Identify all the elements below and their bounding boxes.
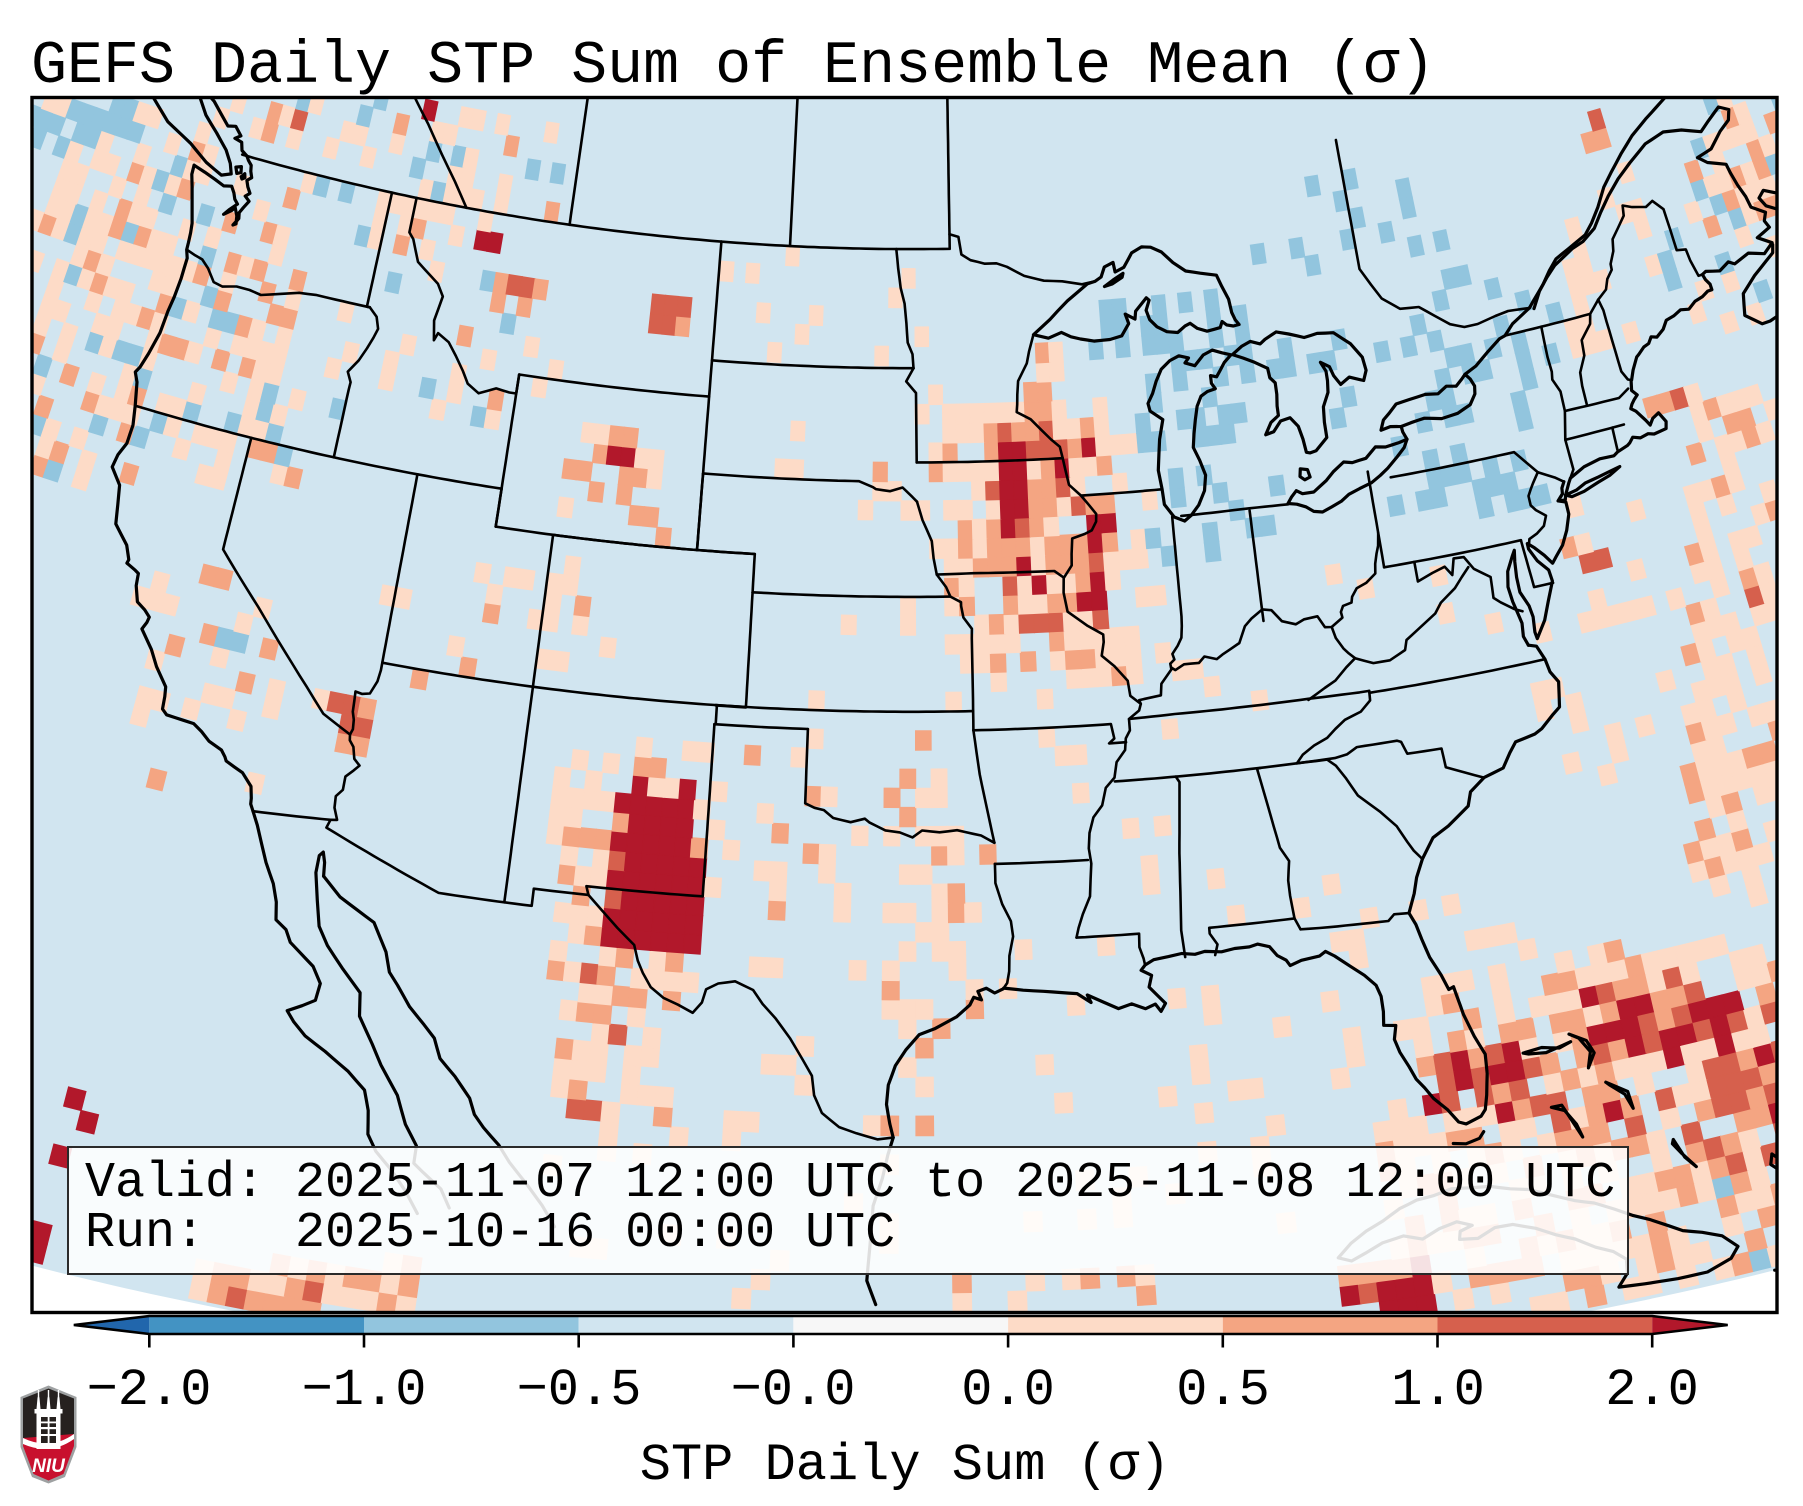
svg-text:NIU: NIU — [32, 1456, 66, 1477]
